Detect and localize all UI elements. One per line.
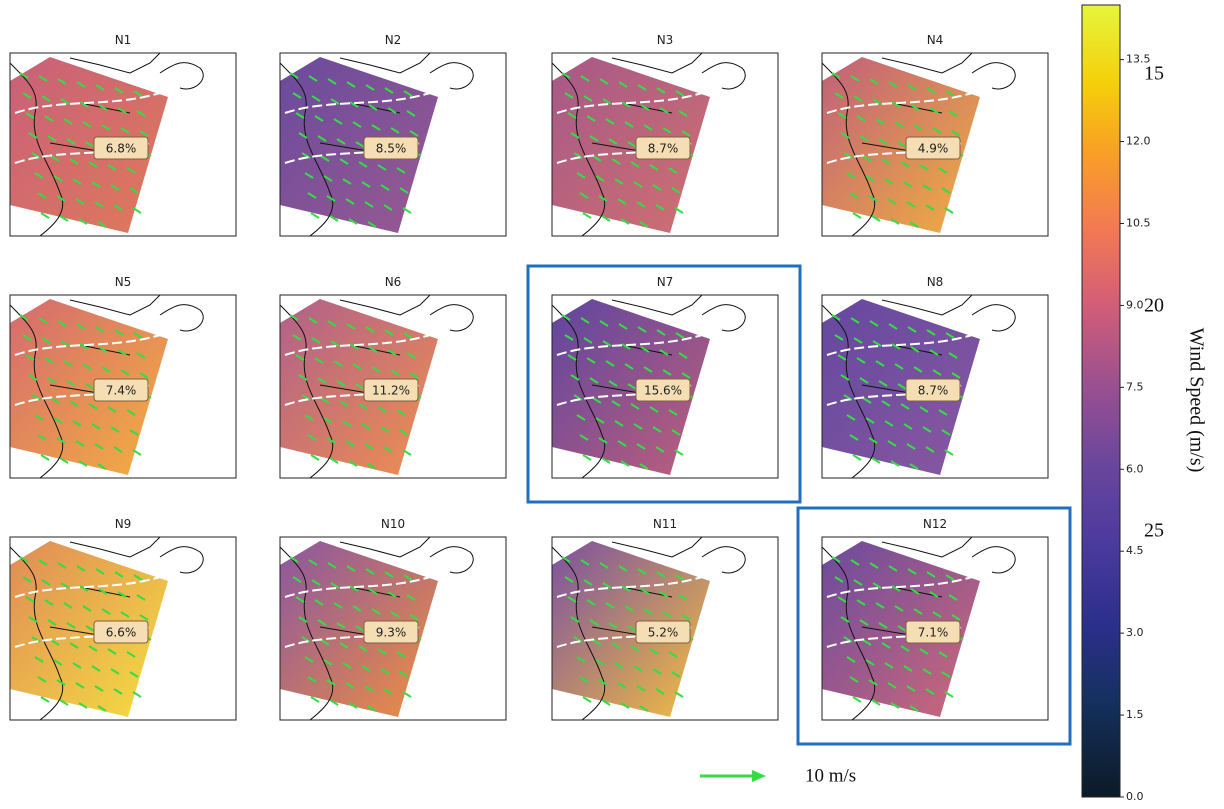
- panel-title: N3: [657, 33, 674, 47]
- panel-title: N10: [381, 517, 405, 531]
- panel-title: N5: [115, 275, 132, 289]
- label-text: 7.4%: [106, 384, 137, 398]
- overlay-label: 15: [1144, 63, 1164, 85]
- legend-label: 10 m/s: [805, 765, 856, 786]
- panel-title: N1: [115, 33, 132, 47]
- label-text: 15.6%: [644, 384, 682, 398]
- panel-title: N7: [657, 275, 674, 289]
- panel-title: N12: [923, 517, 947, 531]
- colorbar-tick-label: 9.0: [1126, 298, 1144, 311]
- map-panel: N9 6.6%: [10, 517, 236, 720]
- colorbar-tick-label: 1.5: [1126, 708, 1144, 721]
- colorbar-tick-label: 12.0: [1126, 135, 1151, 148]
- map-panel: N10 9.3%: [280, 517, 506, 720]
- label-text: 9.3%: [376, 626, 407, 640]
- map-panel: N11 5.2%: [552, 517, 778, 720]
- label-text: 4.9%: [918, 142, 949, 156]
- map-panel: N1 6.8%: [10, 33, 236, 236]
- colorbar-tick-label: 7.5: [1126, 380, 1144, 393]
- colorbar-tick-label: 6.0: [1126, 462, 1144, 475]
- colorbar: [1082, 5, 1120, 797]
- map-panel: N8 8.7%: [822, 275, 1048, 478]
- legend-arrow-head: [752, 770, 766, 782]
- colorbar-tick-label: 3.0: [1126, 626, 1144, 639]
- colorbar-tick-label: 10.5: [1126, 216, 1151, 229]
- label-text: 7.1%: [918, 626, 949, 640]
- label-text: 6.8%: [106, 142, 137, 156]
- map-panel: N6 11.2%: [280, 275, 506, 478]
- figure: Wind Speed (m/s) 10 m/s N1 6.8% N2 8.5% N3 8.…: [0, 0, 1224, 809]
- panel-title: N2: [385, 33, 402, 47]
- map-panel: N4 4.9%: [822, 33, 1048, 236]
- colorbar-tick-label: 0.0: [1126, 790, 1144, 803]
- panel-title: N8: [927, 275, 944, 289]
- colorbar-label: Wind Speed (m/s): [1185, 328, 1207, 473]
- overlay-label: 25: [1144, 520, 1164, 542]
- overlay-label: 20: [1144, 295, 1164, 317]
- map-panel: N3 8.7%: [552, 33, 778, 236]
- map-panel: N12 7.1%: [822, 517, 1048, 720]
- panel-title: N9: [115, 517, 132, 531]
- label-text: 8.5%: [376, 142, 407, 156]
- map-panel: N5 7.4%: [10, 275, 236, 478]
- label-text: 11.2%: [372, 384, 410, 398]
- colorbar-tick-label: 4.5: [1126, 544, 1144, 557]
- map-panel: N2 8.5%: [280, 33, 506, 236]
- label-text: 8.7%: [648, 142, 679, 156]
- label-text: 6.6%: [106, 626, 137, 640]
- label-text: 5.2%: [648, 626, 679, 640]
- panel-title: N6: [385, 275, 402, 289]
- panel-title: N4: [927, 33, 944, 47]
- map-panel: N7 15.6%: [552, 275, 778, 478]
- panel-title: N11: [653, 517, 677, 531]
- label-text: 8.7%: [918, 384, 949, 398]
